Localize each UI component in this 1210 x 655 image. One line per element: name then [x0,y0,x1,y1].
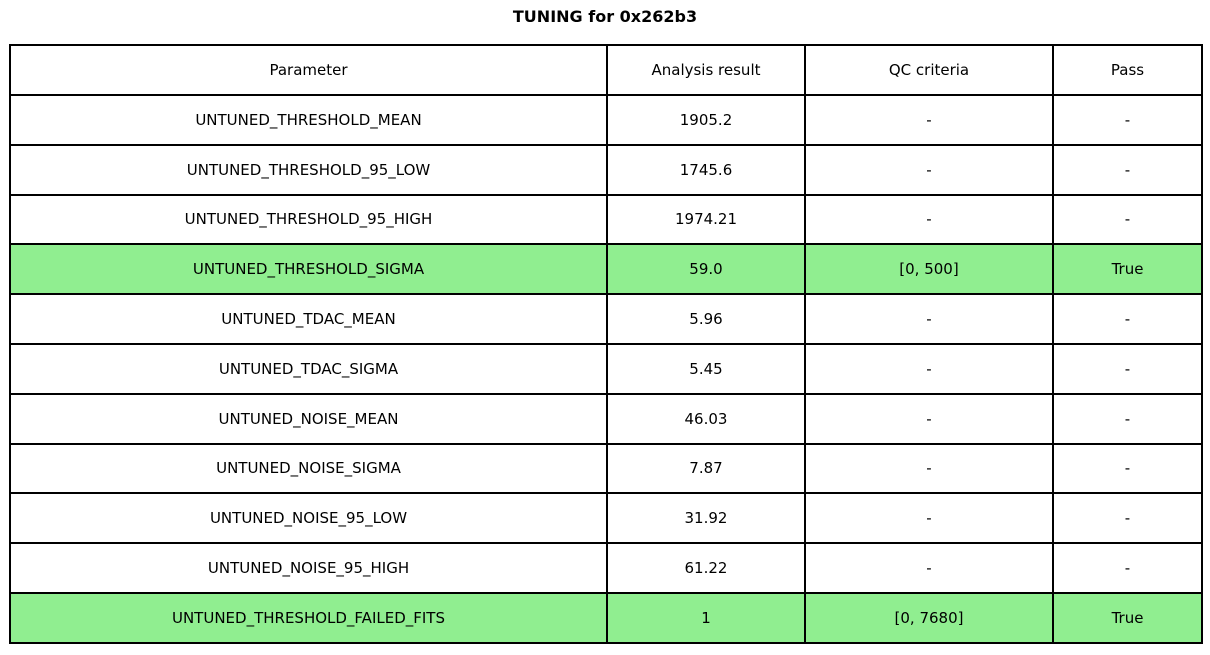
cell-qc-criteria: - [804,492,1054,545]
header-row: Parameter Analysis result QC criteria Pa… [9,44,1203,96]
cell-analysis-result: 7.87 [606,442,806,495]
table-row: UNTUNED_TDAC_SIGMA 5.45 - - [9,342,1203,395]
cell-qc-criteria: - [804,143,1054,196]
column-header-analysis-result: Analysis result [606,44,806,96]
cell-pass: - [1052,94,1203,146]
cell-analysis-result: 59.0 [606,243,806,296]
cell-parameter: UNTUNED_THRESHOLD_MEAN [9,94,608,146]
page-title: TUNING for 0x262b3 [512,7,698,26]
cell-qc-criteria: - [804,94,1054,146]
cell-qc-criteria: - [804,342,1054,395]
cell-analysis-result: 31.92 [606,492,806,545]
cell-parameter: UNTUNED_THRESHOLD_95_LOW [9,143,608,196]
cell-parameter: UNTUNED_NOISE_SIGMA [9,442,608,495]
cell-pass: - [1052,442,1203,495]
table-row: UNTUNED_THRESHOLD_MEAN 1905.2 - - [9,94,1203,146]
cell-pass: - [1052,542,1203,594]
cell-pass: - [1052,392,1203,445]
table-row: UNTUNED_THRESHOLD_SIGMA 59.0 [0, 500] Tr… [9,243,1203,296]
column-header-parameter: Parameter [9,44,608,96]
cell-qc-criteria: - [804,442,1054,495]
cell-qc-criteria: - [804,542,1054,594]
cell-parameter: UNTUNED_NOISE_95_HIGH [9,542,608,594]
cell-parameter: UNTUNED_NOISE_MEAN [9,392,608,445]
cell-analysis-result: 1745.6 [606,143,806,196]
column-header-qc-criteria: QC criteria [804,44,1054,96]
table-row: UNTUNED_THRESHOLD_95_HIGH 1974.21 - - [9,193,1203,246]
cell-pass: True [1052,591,1203,644]
cell-qc-criteria: - [804,293,1054,345]
cell-parameter: UNTUNED_TDAC_MEAN [9,293,608,345]
table-row: UNTUNED_NOISE_SIGMA 7.87 - - [9,442,1203,495]
table-body: UNTUNED_THRESHOLD_MEAN 1905.2 - - UNTUNE… [9,94,1203,644]
cell-qc-criteria: [0, 500] [804,243,1054,296]
cell-qc-criteria: - [804,392,1054,445]
cell-analysis-result: 61.22 [606,542,806,594]
table-row: UNTUNED_NOISE_95_LOW 31.92 - - [9,492,1203,545]
cell-pass: - [1052,342,1203,395]
table-row: UNTUNED_TDAC_MEAN 5.96 - - [9,293,1203,345]
tuning-table: Parameter Analysis result QC criteria Pa… [9,44,1203,644]
cell-parameter: UNTUNED_THRESHOLD_95_HIGH [9,193,608,246]
table-row: UNTUNED_NOISE_95_HIGH 61.22 - - [9,542,1203,594]
cell-qc-criteria: [0, 7680] [804,591,1054,644]
cell-pass: - [1052,143,1203,196]
cell-parameter: UNTUNED_THRESHOLD_FAILED_FITS [9,591,608,644]
cell-pass: - [1052,492,1203,545]
cell-parameter: UNTUNED_TDAC_SIGMA [9,342,608,395]
cell-parameter: UNTUNED_NOISE_95_LOW [9,492,608,545]
cell-pass: - [1052,193,1203,246]
cell-parameter: UNTUNED_THRESHOLD_SIGMA [9,243,608,296]
cell-analysis-result: 1905.2 [606,94,806,146]
cell-pass: True [1052,243,1203,296]
table-row: UNTUNED_THRESHOLD_95_LOW 1745.6 - - [9,143,1203,196]
cell-analysis-result: 1974.21 [606,193,806,246]
cell-pass: - [1052,293,1203,345]
cell-analysis-result: 46.03 [606,392,806,445]
column-header-pass: Pass [1052,44,1203,96]
cell-qc-criteria: - [804,193,1054,246]
cell-analysis-result: 5.96 [606,293,806,345]
cell-analysis-result: 5.45 [606,342,806,395]
table-row: UNTUNED_NOISE_MEAN 46.03 - - [9,392,1203,445]
table-row: UNTUNED_THRESHOLD_FAILED_FITS 1 [0, 7680… [9,591,1203,644]
cell-analysis-result: 1 [606,591,806,644]
